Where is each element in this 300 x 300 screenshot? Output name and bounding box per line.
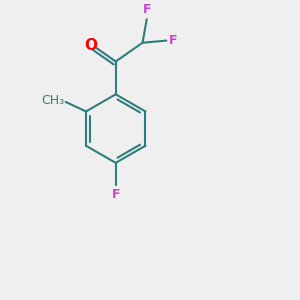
Text: O: O [84, 38, 97, 53]
Text: F: F [169, 34, 178, 47]
Text: F: F [142, 3, 151, 16]
Text: CH₃: CH₃ [41, 94, 64, 107]
Text: F: F [112, 188, 120, 201]
